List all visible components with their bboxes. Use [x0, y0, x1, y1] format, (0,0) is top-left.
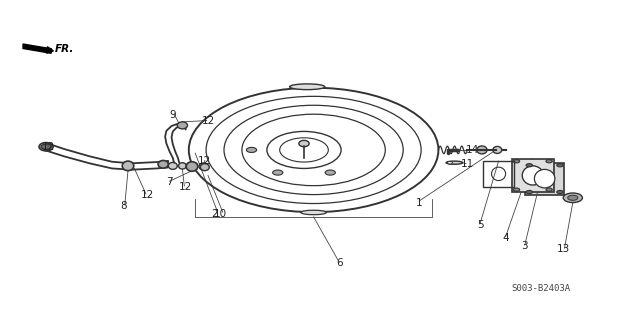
- Circle shape: [273, 170, 283, 175]
- Text: FR.: FR.: [55, 44, 74, 54]
- Text: 12: 12: [179, 182, 192, 192]
- Ellipse shape: [493, 146, 502, 153]
- Ellipse shape: [534, 169, 555, 188]
- Ellipse shape: [522, 166, 543, 185]
- Circle shape: [513, 160, 520, 163]
- Circle shape: [325, 170, 335, 175]
- Text: 1: 1: [416, 197, 422, 208]
- Circle shape: [447, 161, 452, 164]
- Text: 12: 12: [198, 156, 211, 166]
- Ellipse shape: [186, 162, 198, 171]
- Ellipse shape: [186, 162, 198, 170]
- Text: 13: 13: [557, 244, 570, 254]
- Ellipse shape: [39, 143, 53, 151]
- Text: 8: 8: [120, 201, 127, 211]
- Text: 10: 10: [214, 209, 227, 219]
- Text: S003-B2403A: S003-B2403A: [511, 284, 570, 293]
- Ellipse shape: [477, 146, 487, 154]
- Text: 6: 6: [336, 258, 342, 268]
- Ellipse shape: [446, 161, 463, 164]
- FancyBboxPatch shape: [512, 159, 554, 192]
- Ellipse shape: [122, 161, 134, 171]
- Ellipse shape: [299, 140, 309, 147]
- Text: 3: 3: [522, 241, 528, 251]
- Circle shape: [557, 164, 563, 167]
- Text: 2: 2: [211, 209, 218, 219]
- Ellipse shape: [168, 162, 177, 169]
- Text: 12: 12: [141, 189, 154, 200]
- Text: 14: 14: [466, 145, 479, 155]
- Ellipse shape: [199, 163, 208, 170]
- Circle shape: [526, 190, 532, 194]
- Ellipse shape: [289, 84, 325, 90]
- Ellipse shape: [177, 122, 188, 129]
- Circle shape: [563, 193, 582, 203]
- Text: 9: 9: [170, 110, 176, 120]
- Circle shape: [546, 188, 552, 191]
- Ellipse shape: [158, 160, 168, 168]
- Text: 12: 12: [42, 142, 54, 152]
- Ellipse shape: [301, 210, 326, 215]
- Circle shape: [557, 190, 563, 194]
- Text: 5: 5: [477, 220, 483, 230]
- Ellipse shape: [200, 164, 209, 171]
- Text: 12: 12: [202, 116, 214, 126]
- Circle shape: [513, 188, 520, 191]
- Circle shape: [41, 144, 51, 149]
- Ellipse shape: [179, 163, 186, 169]
- Text: 4: 4: [502, 233, 509, 243]
- Circle shape: [546, 160, 552, 163]
- Polygon shape: [23, 44, 51, 53]
- Circle shape: [526, 164, 532, 167]
- Text: 11: 11: [461, 159, 474, 169]
- Circle shape: [568, 195, 578, 200]
- FancyBboxPatch shape: [525, 163, 564, 195]
- Circle shape: [246, 147, 257, 152]
- Text: 7: 7: [166, 177, 173, 187]
